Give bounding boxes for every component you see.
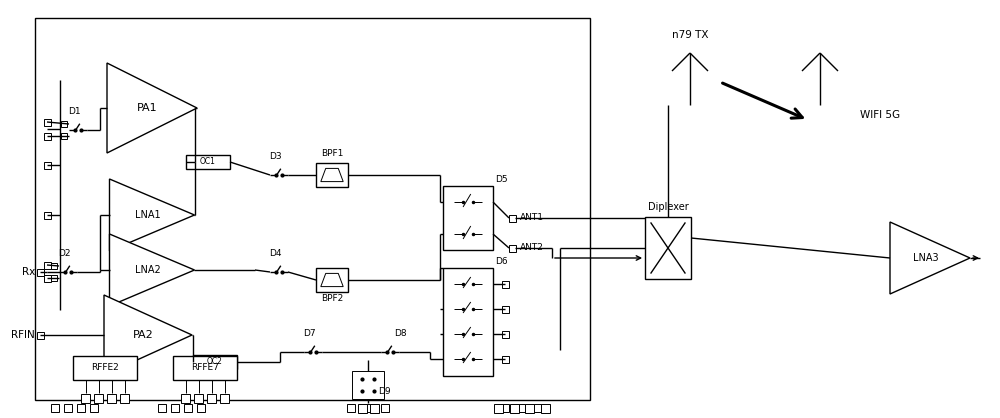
Polygon shape xyxy=(890,222,970,294)
Text: RFIN: RFIN xyxy=(11,330,35,340)
Text: D5: D5 xyxy=(495,175,508,184)
Text: D9: D9 xyxy=(378,387,391,395)
Bar xyxy=(370,403,378,413)
Bar xyxy=(501,404,509,412)
Text: RFFE7: RFFE7 xyxy=(191,364,219,372)
Bar xyxy=(316,268,348,292)
Bar xyxy=(44,118,50,125)
Text: RFFE2: RFFE2 xyxy=(91,364,119,372)
Polygon shape xyxy=(110,234,194,306)
Bar xyxy=(44,275,50,281)
Bar xyxy=(381,404,389,412)
Bar xyxy=(90,404,98,412)
Bar xyxy=(107,393,116,403)
Bar xyxy=(207,393,216,403)
Bar xyxy=(194,393,203,403)
Bar xyxy=(502,331,509,337)
Polygon shape xyxy=(321,168,343,181)
Text: D2: D2 xyxy=(58,249,70,258)
Text: ANT2: ANT2 xyxy=(520,244,544,252)
Bar xyxy=(36,268,44,275)
Bar xyxy=(61,121,67,127)
Bar xyxy=(316,163,348,187)
Bar xyxy=(35,18,590,400)
Text: LNA2: LNA2 xyxy=(135,265,161,275)
Bar xyxy=(77,404,85,412)
Bar xyxy=(517,404,525,412)
Bar xyxy=(184,404,192,412)
Bar xyxy=(220,393,229,403)
Bar xyxy=(358,403,366,413)
Text: OC2: OC2 xyxy=(207,357,223,367)
Bar xyxy=(61,133,67,139)
Text: D4: D4 xyxy=(269,249,281,258)
Bar xyxy=(44,212,50,219)
Text: LNA1: LNA1 xyxy=(135,210,161,220)
Bar xyxy=(494,403,503,413)
Bar xyxy=(81,393,90,403)
Text: D1: D1 xyxy=(68,107,80,116)
Text: Diplexer: Diplexer xyxy=(648,202,688,212)
Polygon shape xyxy=(104,295,192,375)
Text: D3: D3 xyxy=(269,152,281,161)
Bar xyxy=(502,355,509,362)
Polygon shape xyxy=(321,273,343,287)
Bar xyxy=(502,306,509,313)
Bar xyxy=(51,263,57,269)
Bar xyxy=(44,161,50,168)
Polygon shape xyxy=(110,179,194,251)
Bar xyxy=(158,404,166,412)
Bar xyxy=(94,393,103,403)
Bar xyxy=(352,371,384,399)
Bar xyxy=(193,355,237,369)
Text: LNA3: LNA3 xyxy=(913,253,939,263)
Bar xyxy=(509,245,516,252)
Bar xyxy=(36,331,44,339)
Bar xyxy=(509,214,516,222)
Bar xyxy=(120,393,129,403)
Bar xyxy=(73,356,137,380)
Bar xyxy=(197,404,205,412)
Bar xyxy=(645,217,691,279)
Bar xyxy=(443,186,493,250)
Bar xyxy=(540,403,550,413)
Text: n79 TX: n79 TX xyxy=(672,30,708,40)
Polygon shape xyxy=(107,63,197,153)
Bar xyxy=(44,262,50,268)
Text: PA1: PA1 xyxy=(137,103,158,113)
Text: PA2: PA2 xyxy=(133,330,154,340)
Bar xyxy=(171,404,179,412)
Text: D7: D7 xyxy=(303,329,315,338)
Bar xyxy=(510,403,518,413)
Bar xyxy=(181,393,190,403)
Bar xyxy=(347,404,355,412)
Bar xyxy=(533,404,541,412)
Bar xyxy=(173,356,237,380)
Text: ANT1: ANT1 xyxy=(520,214,544,222)
Text: BPF1: BPF1 xyxy=(321,149,343,158)
Text: WIFI 5G: WIFI 5G xyxy=(860,110,900,120)
Bar xyxy=(51,404,59,412)
Bar xyxy=(364,404,372,412)
Text: D8: D8 xyxy=(394,329,407,338)
Bar xyxy=(502,280,509,288)
Text: D6: D6 xyxy=(495,257,508,266)
Bar xyxy=(524,403,534,413)
Bar xyxy=(186,155,230,169)
Text: OC1: OC1 xyxy=(200,158,216,166)
Bar xyxy=(64,404,72,412)
Bar xyxy=(443,268,493,376)
Text: Rx: Rx xyxy=(22,267,35,277)
Bar xyxy=(51,275,57,281)
Bar xyxy=(44,133,50,140)
Text: BPF2: BPF2 xyxy=(321,294,343,303)
